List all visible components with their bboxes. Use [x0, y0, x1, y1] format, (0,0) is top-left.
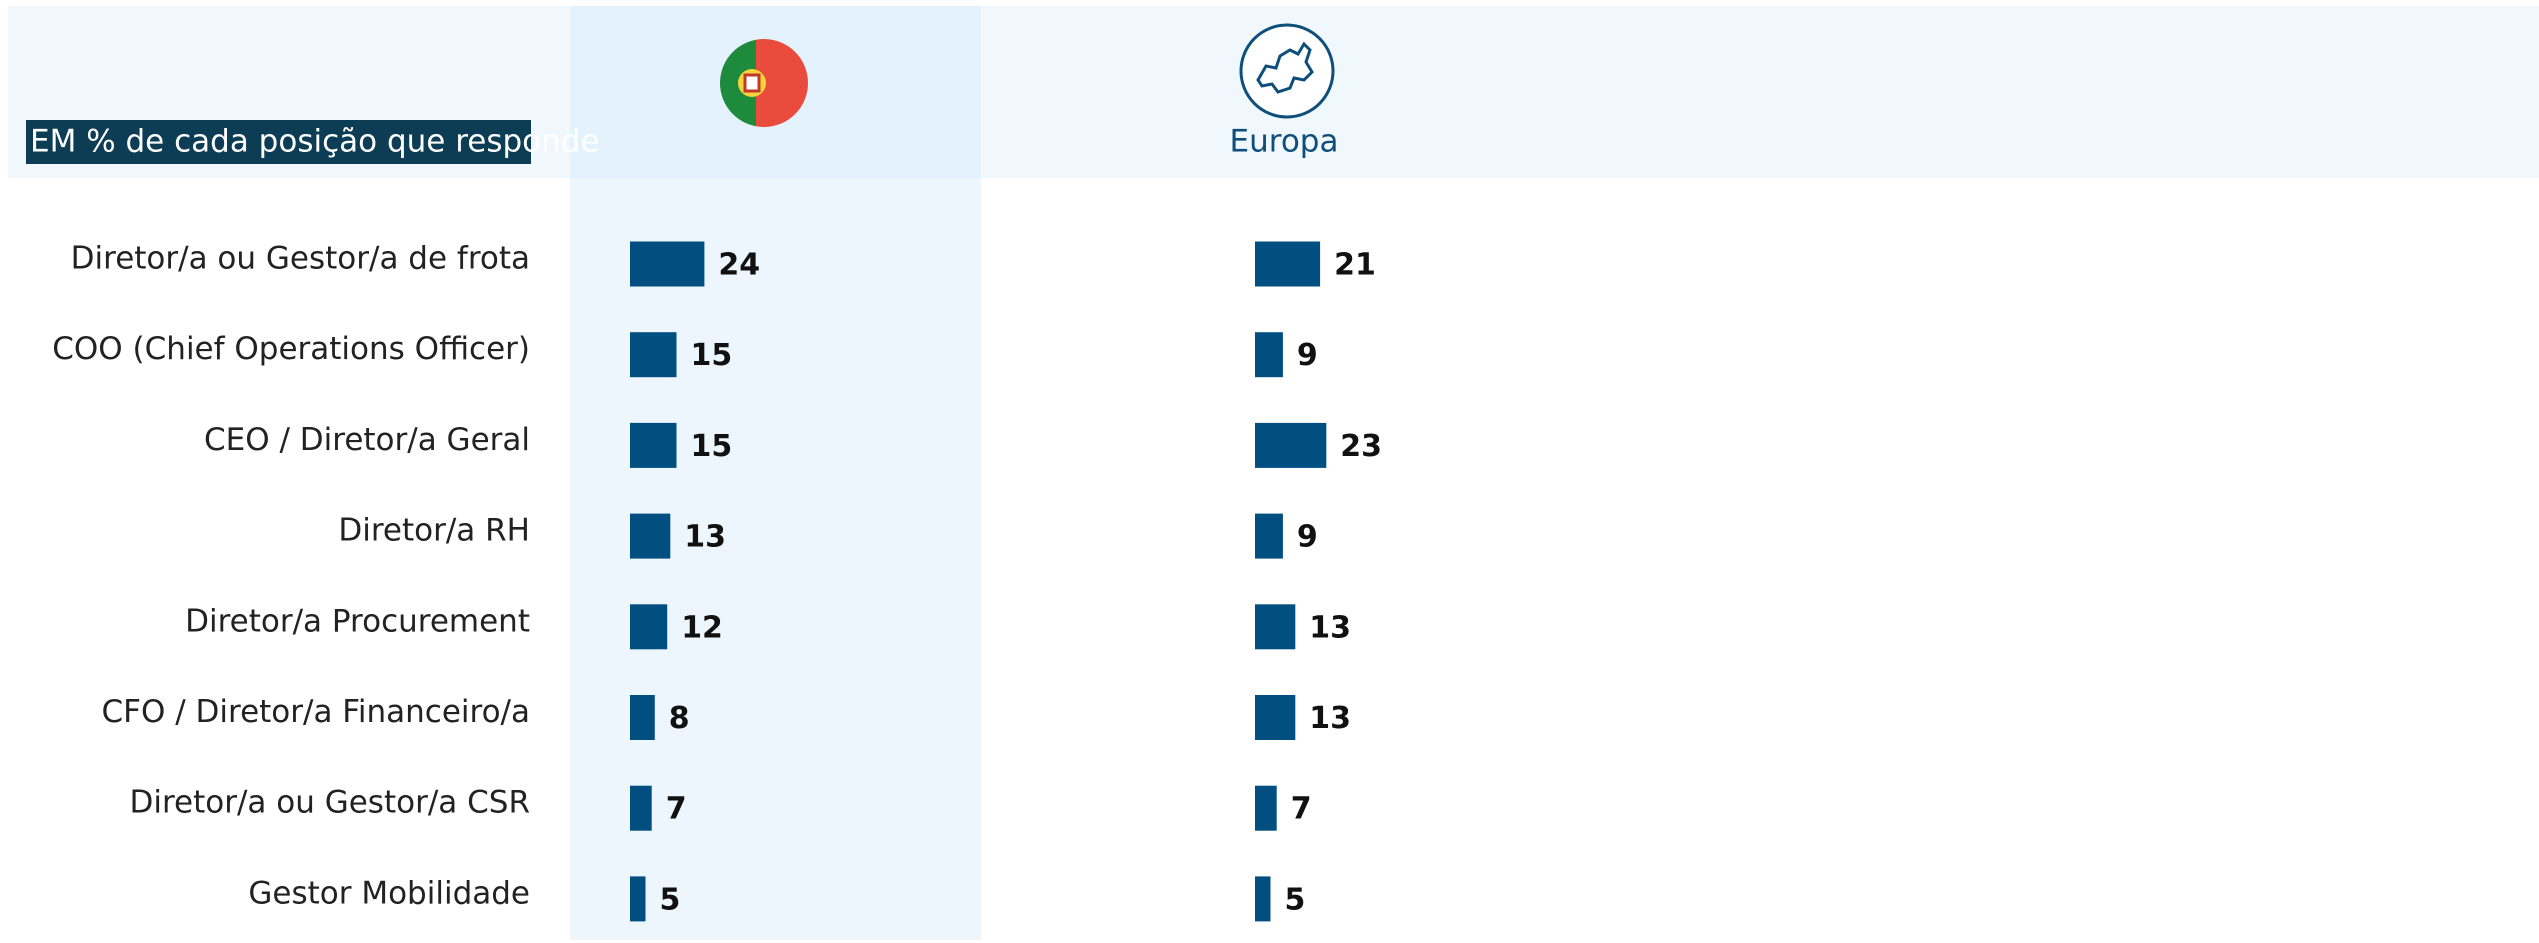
- category-label: CFO / Diretor/a Financeiro/a: [102, 694, 531, 730]
- value-label: 13: [1309, 610, 1351, 645]
- bar: [1255, 422, 1327, 468]
- value-label: 5: [660, 882, 681, 917]
- bar: [630, 422, 677, 468]
- europe-icon: [1239, 23, 1335, 119]
- series-label: Europa: [1230, 124, 1339, 160]
- value-label: 7: [1291, 792, 1312, 827]
- value-label: 7: [666, 792, 687, 827]
- value-label: 23: [1340, 429, 1382, 464]
- value-label: 8: [669, 701, 690, 736]
- value-label: 9: [1297, 520, 1318, 555]
- bar: [630, 513, 671, 559]
- category-label: Diretor/a ou Gestor/a CSR: [129, 785, 530, 821]
- value-label: 24: [718, 248, 760, 283]
- value-label: 13: [684, 520, 726, 555]
- subtitle-box: [26, 120, 531, 164]
- bar: [1255, 513, 1283, 559]
- bar: [1255, 332, 1283, 378]
- bar: [630, 695, 655, 740]
- category-label: COO (Chief Operations Officer): [52, 331, 530, 367]
- category-label: Diretor/a RH: [338, 513, 530, 549]
- bar: [1255, 604, 1296, 650]
- bar: [630, 604, 668, 650]
- bar: [630, 332, 677, 378]
- value-label: 21: [1334, 248, 1376, 283]
- value-label: 13: [1309, 701, 1351, 736]
- bar: [630, 241, 705, 287]
- value-label: 5: [1285, 882, 1306, 917]
- bar: [630, 785, 652, 831]
- bar: [630, 876, 646, 922]
- value-label: 12: [681, 610, 723, 645]
- value-label: 15: [691, 429, 733, 464]
- value-label: 15: [691, 338, 733, 373]
- bar: [1255, 241, 1321, 287]
- value-label: 9: [1297, 338, 1318, 373]
- bar: [1255, 695, 1296, 740]
- category-label: Diretor/a ou Gestor/a de frota: [71, 241, 530, 277]
- bar: [1255, 785, 1277, 831]
- category-label: Diretor/a Procurement: [185, 603, 530, 639]
- subtitle: EM % de cada posição que responde: [30, 124, 600, 160]
- portugal-flag: [720, 39, 808, 127]
- category-label: CEO / Diretor/a Geral: [204, 422, 530, 458]
- category-label: Gestor Mobilidade: [248, 875, 530, 911]
- bar: [1255, 876, 1271, 922]
